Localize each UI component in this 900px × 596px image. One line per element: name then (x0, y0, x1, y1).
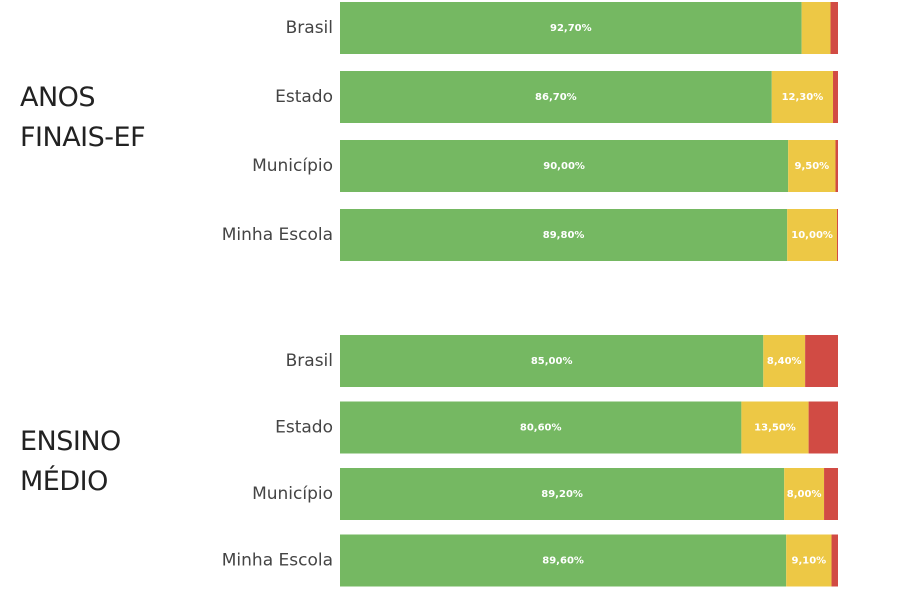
bar-segment (831, 534, 838, 587)
bar-segment (788, 140, 836, 192)
category-label: Município (252, 484, 333, 504)
bar-segment (808, 401, 838, 454)
bar-segment (340, 2, 802, 54)
bar-segment (824, 468, 838, 520)
value-label: 8,40% (767, 356, 802, 367)
bar-segment (801, 2, 831, 54)
category-label: Estado (275, 87, 333, 107)
value-label: 8,00% (787, 489, 822, 500)
bar-segment (340, 209, 788, 261)
bar-segment (833, 71, 838, 123)
bar-segment (787, 209, 838, 261)
value-label: 13,50% (754, 423, 796, 434)
bar-segment (340, 71, 772, 123)
value-label: 89,20% (541, 489, 583, 500)
bar-segment (763, 335, 806, 387)
value-label: 80,60% (520, 423, 562, 434)
value-label: 92,70% (550, 23, 592, 34)
bar-segment (771, 71, 834, 123)
bar-segment (784, 468, 825, 520)
category-label: Minha Escola (222, 551, 333, 571)
bar-segment (340, 468, 785, 520)
bar-segment (340, 140, 789, 192)
value-label: 10,00% (791, 230, 833, 241)
value-label: 12,30% (782, 92, 824, 103)
value-label: 85,00% (531, 356, 573, 367)
category-label: Brasil (286, 351, 333, 371)
value-label: 9,50% (795, 161, 830, 172)
bar-segment (340, 534, 787, 587)
category-label: Brasil (286, 18, 333, 38)
value-label: 9,10% (792, 556, 827, 567)
bar-segment (741, 401, 809, 454)
value-label: 89,60% (542, 556, 584, 567)
category-label: Minha Escola (222, 225, 333, 245)
bar-segment (805, 335, 838, 387)
bar-segment (340, 401, 742, 454)
bar-segment (835, 140, 838, 192)
bar-segment (340, 335, 764, 387)
category-label: Município (252, 156, 333, 176)
bar-segment (786, 534, 832, 587)
chart-title: ENSINO MÉDIO (20, 426, 121, 497)
bar-segment (830, 2, 838, 54)
category-label: Estado (275, 418, 333, 438)
value-label: 90,00% (543, 161, 585, 172)
chart-title: ANOS FINAIS-EF (20, 82, 146, 153)
value-label: 89,80% (543, 230, 585, 241)
value-label: 86,70% (535, 92, 577, 103)
bar-segment (837, 209, 838, 261)
